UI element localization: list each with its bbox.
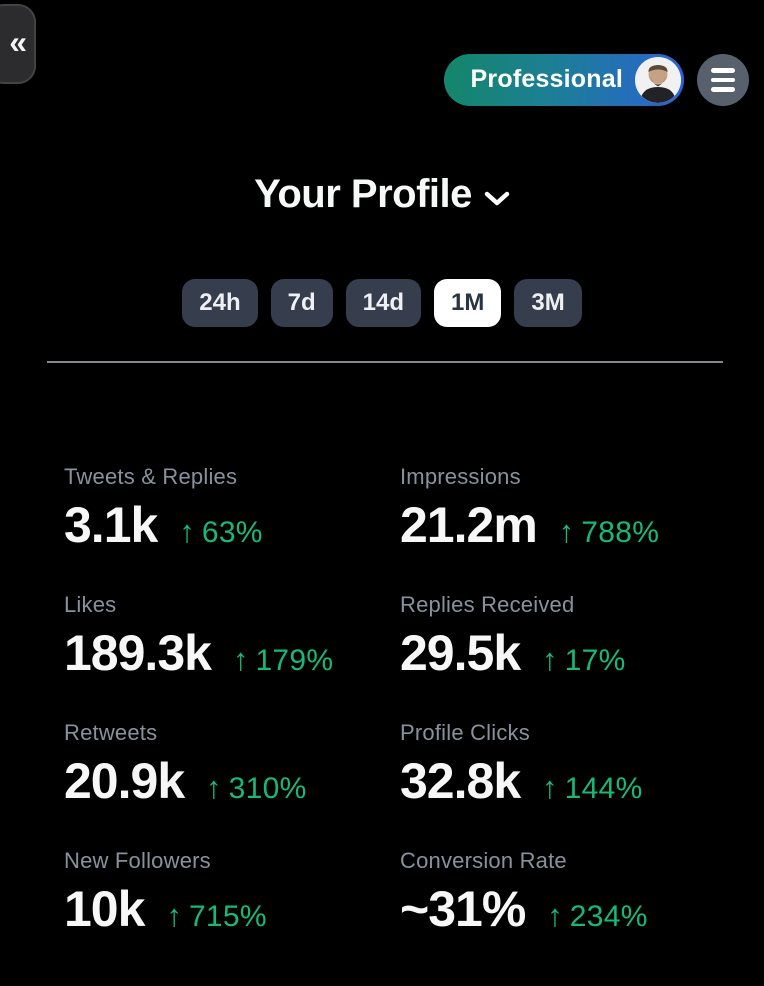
chevron-down-icon [484,191,510,205]
tab-3m[interactable]: 3M [514,279,582,327]
profile-selector[interactable]: Your Profile [0,172,764,217]
tab-1m[interactable]: 1M [434,279,502,327]
stat-value: ~31% [400,881,526,937]
stat-label: Profile Clicks [400,720,530,745]
stat-value: 189.3k [64,625,212,681]
stat-change: 144% [564,772,643,805]
up-arrow-icon: ↑ [547,898,563,933]
stat-change: 715% [188,900,267,933]
stat-conversion-rate: Conversion Rate ~31% ↑ 234% [400,847,764,937]
plan-badge[interactable]: Professional [443,54,684,106]
plan-badge-label: Professional [470,64,623,93]
stat-likes: Likes 189.3k ↑ 179% [64,591,400,681]
stat-label: New Followers [64,848,211,873]
stat-label: Replies Received [400,592,575,617]
divider [47,361,723,363]
stat-replies-received: Replies Received 29.5k ↑ 17% [400,591,764,681]
double-chevron-left-icon: « [9,24,27,60]
up-arrow-icon: ↑ [542,770,558,805]
stat-new-followers: New Followers 10k ↑ 715% [64,847,400,937]
stat-change: 310% [228,772,307,805]
stat-label: Likes [64,592,117,617]
stat-value: 32.8k [400,753,521,809]
stat-value: 21.2m [400,497,538,553]
menu-button[interactable] [697,54,749,106]
stat-tweets-replies: Tweets & Replies 3.1k ↑ 63% [64,463,400,553]
stat-value: 20.9k [64,753,185,809]
up-arrow-icon: ↑ [206,770,222,805]
stat-profile-clicks: Profile Clicks 32.8k ↑ 144% [400,719,764,809]
stat-value: 10k [64,881,145,937]
up-arrow-icon: ↑ [558,514,575,549]
stat-value: 29.5k [400,625,521,681]
top-bar: Professional [0,0,764,106]
hamburger-icon [711,68,735,73]
stat-label: Retweets [64,720,158,745]
avatar-image [635,57,681,103]
stat-change: 179% [255,644,334,677]
avatar[interactable] [635,57,681,103]
stat-label: Tweets & Replies [64,464,238,489]
stat-label: Conversion Rate [400,848,567,873]
stat-change: 234% [569,900,648,933]
time-filter-tabs: 24h 7d 14d 1M 3M [0,279,764,327]
tab-7d[interactable]: 7d [270,279,333,327]
stat-retweets: Retweets 20.9k ↑ 310% [64,719,400,809]
tab-24h[interactable]: 24h [182,279,258,327]
up-arrow-icon: ↑ [232,642,249,677]
stat-change: 17% [564,644,626,677]
up-arrow-icon: ↑ [542,642,558,677]
stat-label: Impressions [400,464,521,489]
stat-value: 3.1k [64,497,158,553]
stat-change: 63% [201,516,263,549]
stat-impressions: Impressions 21.2m ↑ 788% [400,463,764,553]
tab-14d[interactable]: 14d [345,279,422,327]
stats-grid: Tweets & Replies 3.1k ↑ 63% Impressions … [0,463,764,937]
page-title: Your Profile [254,172,472,216]
stat-change: 788% [581,516,660,549]
collapse-sidebar-button[interactable]: « [0,4,36,84]
up-arrow-icon: ↑ [179,514,195,549]
up-arrow-icon: ↑ [166,898,182,933]
